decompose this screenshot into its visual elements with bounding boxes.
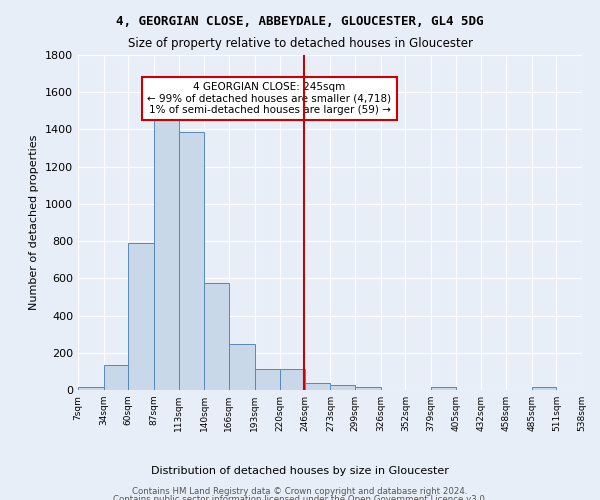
Bar xyxy=(254,368,280,390)
Bar xyxy=(305,384,331,390)
Text: 4, GEORGIAN CLOSE, ABBEYDALE, GLOUCESTER, GL4 5DG: 4, GEORGIAN CLOSE, ABBEYDALE, GLOUCESTER… xyxy=(116,15,484,28)
Bar xyxy=(78,387,104,390)
Bar xyxy=(104,365,128,390)
Bar xyxy=(229,344,254,390)
Text: 4 GEORGIAN CLOSE: 245sqm
← 99% of detached houses are smaller (4,718)
1% of semi: 4 GEORGIAN CLOSE: 245sqm ← 99% of detach… xyxy=(148,82,392,115)
Bar xyxy=(179,132,204,390)
Text: Contains public sector information licensed under the Open Government Licence v3: Contains public sector information licen… xyxy=(113,495,487,500)
Bar xyxy=(204,283,229,390)
Bar xyxy=(331,386,355,390)
Bar xyxy=(154,116,179,390)
Bar xyxy=(532,387,556,390)
Y-axis label: Number of detached properties: Number of detached properties xyxy=(29,135,40,310)
Bar xyxy=(280,368,305,390)
Text: Distribution of detached houses by size in Gloucester: Distribution of detached houses by size … xyxy=(151,466,449,476)
Bar xyxy=(355,387,381,390)
Bar xyxy=(128,243,154,390)
Bar xyxy=(431,387,456,390)
Text: Size of property relative to detached houses in Gloucester: Size of property relative to detached ho… xyxy=(128,38,473,51)
Text: Contains HM Land Registry data © Crown copyright and database right 2024.: Contains HM Land Registry data © Crown c… xyxy=(132,488,468,496)
